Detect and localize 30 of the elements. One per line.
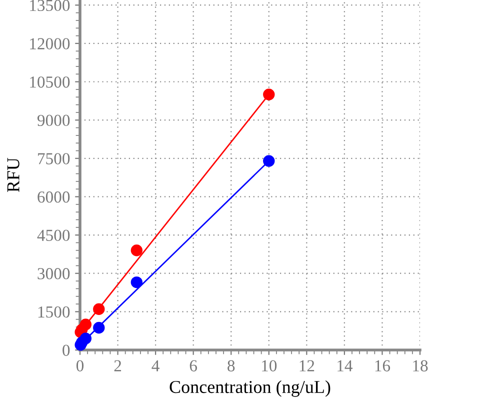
point <box>80 332 92 344</box>
y-tick-label: 13500 <box>30 0 70 12</box>
y-tick-label: 7500 <box>38 153 70 164</box>
x-tick-label: 18 <box>413 360 428 372</box>
point <box>263 88 275 100</box>
point <box>263 155 275 167</box>
y-tick-label: 10500 <box>30 76 70 88</box>
x-tick-label: 2 <box>114 360 122 372</box>
x-tick-label: 6 <box>190 360 198 372</box>
point <box>130 276 143 288</box>
point <box>93 303 105 315</box>
y-tick-label: 0 <box>62 344 70 356</box>
x-tick-label: 0 <box>76 360 84 372</box>
y-tick-label: 12000 <box>30 38 70 50</box>
y-tick-label: 4500 <box>37 230 70 241</box>
x-tick-label: 16 <box>375 360 390 372</box>
y-tick-label: 9000 <box>37 114 70 126</box>
x-tick-label: 14 <box>338 360 353 372</box>
y-tick-label: 3000 <box>38 268 70 280</box>
x-axis-title: Concentration (ng/uL) <box>170 380 330 397</box>
point <box>130 244 143 256</box>
x-tick-label: 10 <box>262 360 277 372</box>
point <box>80 318 92 330</box>
y-axis-title: RFU <box>7 158 20 192</box>
y-tick-label: 6000 <box>38 191 70 203</box>
x-tick-label: 4 <box>152 360 160 372</box>
y-tick-label: 1500 <box>38 306 70 318</box>
x-tick-label: 12 <box>300 360 314 372</box>
point <box>93 322 105 334</box>
x-tick-label: 8 <box>228 360 235 372</box>
